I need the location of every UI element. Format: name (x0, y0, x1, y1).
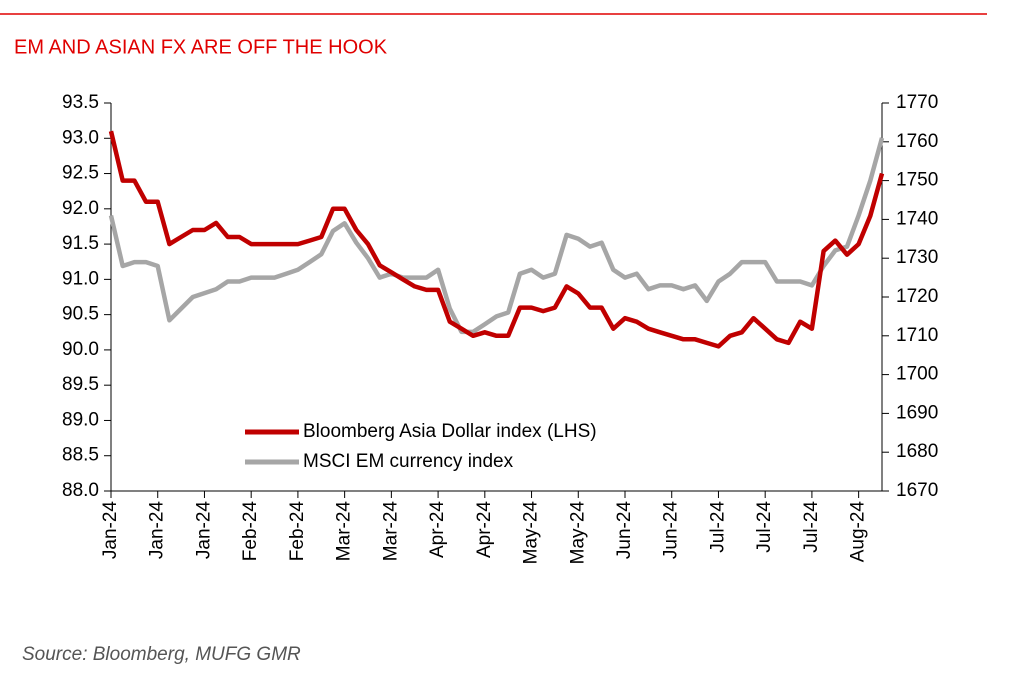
x-tick-label: Jul-24 (754, 501, 775, 553)
series-line (108, 130, 885, 349)
y-tick-label: 88.5 (62, 445, 99, 466)
y2-tick-label: 1740 (896, 208, 938, 229)
x-tick-label: May-24 (567, 501, 588, 565)
y2-tick-label: 1750 (896, 170, 938, 191)
y-tick-label: 89.5 (62, 374, 99, 395)
y2-tick-label: 1770 (896, 92, 938, 113)
series-line (108, 137, 885, 335)
y2-tick-label: 1730 (896, 247, 938, 268)
x-tick-label: May-24 (521, 501, 542, 565)
x-tick-label: Jan-24 (193, 501, 214, 560)
y-tick-label: 91.0 (62, 268, 99, 289)
y-tick-label: 92.5 (62, 163, 99, 184)
y2-tick-label: 1700 (896, 364, 938, 385)
x-tick-label: Aug-24 (848, 501, 869, 563)
x-tick-label: Jun-24 (661, 501, 682, 560)
y2-tick-label: 1690 (896, 402, 938, 423)
y2-tick-label: 1760 (896, 131, 938, 152)
x-tick-label: Feb-24 (240, 501, 261, 562)
y-tick-label: 93.5 (62, 92, 99, 113)
y-tick-label: 93.0 (62, 127, 99, 148)
y-tick-label: 90.0 (62, 339, 99, 360)
x-tick-label: Jun-24 (614, 501, 635, 560)
x-tick-label: Feb-24 (287, 501, 308, 562)
y2-tick-label: 1710 (896, 325, 938, 346)
y-tick-label: 90.5 (62, 304, 99, 325)
y2-tick-label: 1720 (896, 286, 938, 307)
x-tick-label: Mar-24 (380, 501, 401, 562)
chart-title: EM AND ASIAN FX ARE OFF THE HOOK (14, 36, 388, 58)
legend-label: Bloomberg Asia Dollar index (LHS) (303, 421, 597, 442)
y-tick-label: 92.0 (62, 198, 99, 219)
y-tick-label: 88.0 (62, 480, 99, 501)
y-tick-label: 89.0 (62, 409, 99, 430)
x-tick-label: Apr-24 (427, 501, 448, 558)
y2-tick-label: 1680 (896, 441, 938, 462)
x-tick-label: Jul-24 (801, 501, 822, 553)
x-tick-label: Jul-24 (707, 501, 728, 553)
x-tick-label: Mar-24 (334, 501, 355, 562)
legend-label: MSCI EM currency index (303, 451, 514, 472)
x-tick-label: Apr-24 (474, 501, 495, 558)
y2-tick-label: 1670 (896, 480, 938, 501)
x-tick-label: Jan-24 (147, 501, 168, 560)
x-tick-label: Jan-24 (100, 501, 121, 560)
y-tick-label: 91.5 (62, 233, 99, 254)
source-note: Source: Bloomberg, MUFG GMR (22, 644, 301, 665)
